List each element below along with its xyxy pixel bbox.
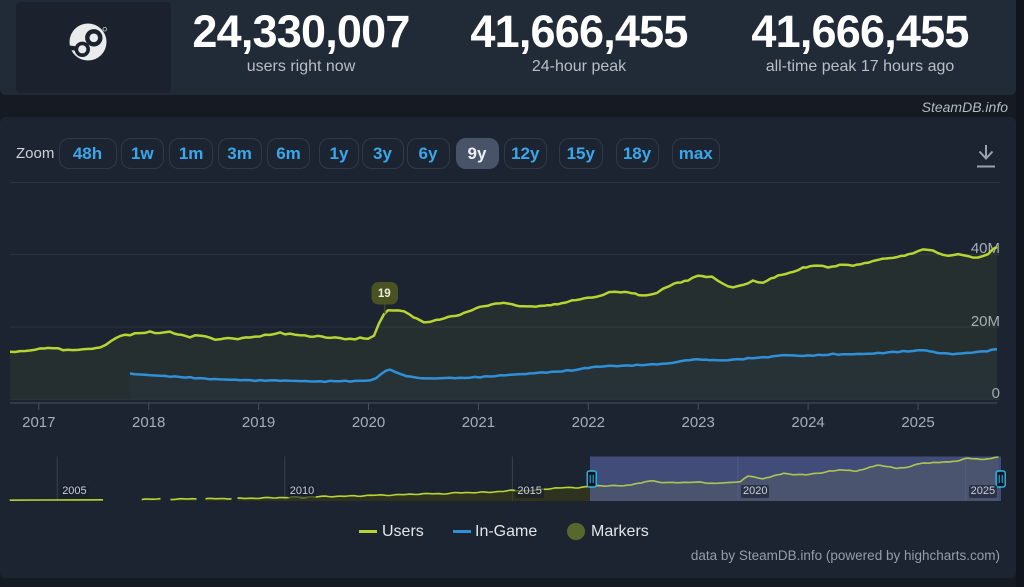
svg-text:19: 19 <box>378 288 391 300</box>
